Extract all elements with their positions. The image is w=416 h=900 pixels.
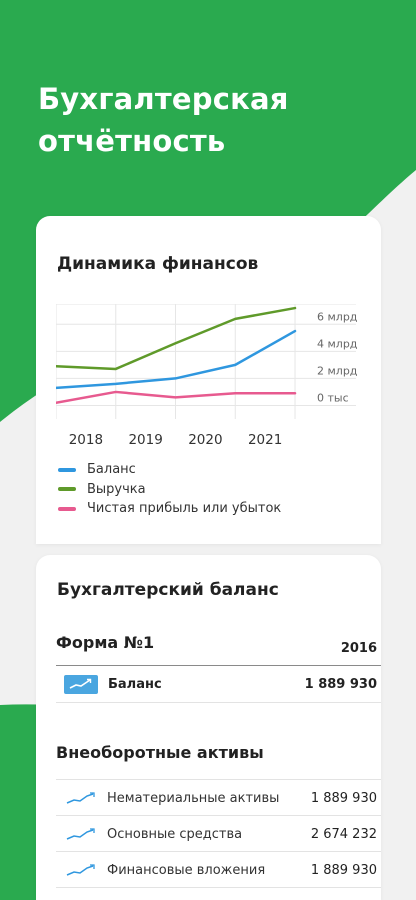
balance-row[interactable]: Баланс 1 889 930 bbox=[56, 668, 381, 700]
asset-row[interactable]: Нематериальные активы 1 889 930 bbox=[56, 780, 381, 816]
asset-row[interactable]: Финансовые вложения 1 889 930 bbox=[56, 852, 381, 888]
trend-chart-icon bbox=[64, 674, 98, 694]
balance-value: 1 889 930 bbox=[304, 676, 377, 692]
x-tick-label: 2018 bbox=[69, 432, 103, 448]
balance-sheet-card: Бухгалтерский баланс Форма №1 2016 Балан… bbox=[36, 555, 381, 900]
row-divider bbox=[56, 779, 381, 780]
form-title: Форма №1 bbox=[56, 633, 155, 652]
form-divider bbox=[56, 665, 381, 666]
legend-swatch-balance bbox=[58, 467, 76, 472]
y-tick-label: 0 тыс bbox=[317, 391, 349, 404]
legend-label-revenue: Выручка bbox=[87, 481, 146, 497]
asset-value: 2 674 232 bbox=[310, 826, 377, 842]
section-title: Внеоборотные активы bbox=[56, 743, 264, 762]
y-tick-label: 4 млрд bbox=[317, 337, 358, 350]
trend-line-icon bbox=[66, 792, 95, 804]
row-divider bbox=[56, 851, 381, 852]
balance-label: Баланс bbox=[108, 676, 162, 692]
y-tick-label: 2 млрд bbox=[317, 364, 358, 377]
finance-dynamics-card: Динамика финансов 0 тыс 2 млрд 4 млрд 6 млр… bbox=[36, 216, 381, 544]
asset-value: 1 889 930 bbox=[310, 862, 377, 878]
legend-item-balance: Баланс bbox=[58, 460, 281, 480]
column-year: 2016 bbox=[340, 641, 377, 656]
legend-label-profit: Чистая прибыль или убыток bbox=[87, 501, 282, 517]
row-divider bbox=[56, 815, 381, 816]
series-line-revenue bbox=[56, 306, 297, 371]
row-divider bbox=[56, 887, 381, 888]
trend-line-icon bbox=[66, 864, 95, 876]
asset-value: 1 889 930 bbox=[310, 790, 377, 806]
row-divider bbox=[56, 702, 381, 703]
legend-item-revenue: Выручка bbox=[58, 480, 281, 500]
chart-legend: Баланс Выручка Чистая прибыль или убыток bbox=[58, 460, 281, 519]
series-line-balance bbox=[56, 329, 297, 390]
asset-label: Нематериальные активы bbox=[107, 790, 280, 806]
x-tick-label: 2021 bbox=[248, 432, 282, 448]
legend-swatch-profit bbox=[58, 506, 76, 511]
legend-swatch-revenue bbox=[58, 487, 76, 492]
finance-line-chart: 0 тыс 2 млрд 4 млрд 6 млрд 2018 2019 2020 2021 bbox=[56, 304, 358, 448]
legend-label-balance: Баланс bbox=[87, 462, 136, 478]
x-tick-label: 2019 bbox=[128, 432, 162, 448]
asset-row[interactable]: Основные средства 2 674 232 bbox=[56, 816, 381, 852]
asset-label: Финансовые вложения bbox=[107, 862, 266, 878]
finance-card-title: Динамика финансов bbox=[57, 254, 259, 274]
trend-line-icon bbox=[66, 828, 95, 840]
legend-item-profit: Чистая прибыль или убыток bbox=[58, 499, 281, 519]
balance-card-title: Бухгалтерский баланс bbox=[57, 580, 279, 600]
series-line-profit bbox=[56, 390, 297, 405]
x-tick-label: 2020 bbox=[188, 432, 222, 448]
asset-label: Основные средства bbox=[107, 826, 243, 842]
page-title: Бухгалтерская отчётность bbox=[38, 82, 289, 158]
y-tick-label: 6 млрд bbox=[317, 310, 358, 323]
